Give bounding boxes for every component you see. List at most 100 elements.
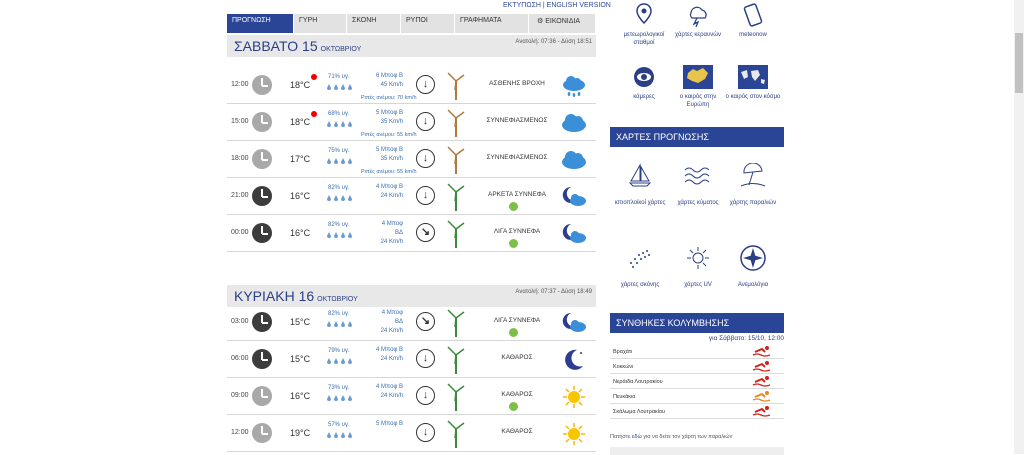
side-link[interactable]: κάμερες xyxy=(614,64,674,101)
beach-row[interactable]: Νεράιδα Λουτρακίου xyxy=(610,374,784,389)
beach-row[interactable]: Βραχάτι xyxy=(610,344,784,359)
clock-icon xyxy=(252,75,272,95)
tab-pollen[interactable]: ΓΥΡΗ xyxy=(294,14,347,33)
row-humidity: 82% υγ. xyxy=(328,311,350,317)
side-link[interactable]: χάρτες κεραυνών xyxy=(668,2,728,39)
wind-turbine-icon xyxy=(445,145,467,180)
humidity-drops-icon xyxy=(326,394,356,404)
side-link-label: κάμερες xyxy=(633,94,655,100)
clock-icon xyxy=(252,386,272,406)
wind-turbine-icon xyxy=(445,182,467,217)
clock-icon xyxy=(252,312,272,332)
row-description: ΚΑΘΑΡΟΣ xyxy=(501,391,533,398)
side-link-label: meteonow xyxy=(739,32,767,38)
forecast-row: 21:00 16°C 82% υγ. 4 Μποφ Β 24 Km/h ↓ ΑΡΚΕΤΑ Σ… xyxy=(227,179,596,215)
forecast-map-link[interactable]: χάρτες UV xyxy=(668,238,728,289)
side-link-label: ο καιρός στην Ευρώπη xyxy=(679,94,717,108)
row-wind: 5 Μποφ Β 35 Km/h xyxy=(373,109,403,127)
forecast-map-label: ιστιοπλοϊκοί χάρτες xyxy=(614,200,666,206)
side-link[interactable]: meteonow xyxy=(723,2,783,39)
temperature-alert-dot xyxy=(311,74,317,80)
info-badge-icon[interactable] xyxy=(509,402,518,411)
wind-gusts: Ριπές ανέμου: 70 km/h xyxy=(361,95,417,101)
row-wind: 4 Μποφ ΒΔ 24 Km/h xyxy=(373,309,403,336)
side-link[interactable]: μετεωρολογικοί σταθμοί xyxy=(614,2,674,47)
tab-pollutants[interactable]: ΡΥΠΟΙ xyxy=(401,14,455,33)
tab-icons-label: ΕΙΚΟΝΙΔΙΑ xyxy=(545,18,581,25)
beach-map-link[interactable]: εδώ xyxy=(631,434,642,440)
forecast-map-link[interactable]: χάρτες σκόνης xyxy=(610,238,670,289)
clock-icon xyxy=(252,223,272,243)
info-badge-icon[interactable] xyxy=(509,202,518,211)
forecast-row: 00:00 16°C 82% υγ. 4 Μποφ ΒΔ 24 Km/h ↘ ΛΙΓΑ ΣΥ… xyxy=(227,216,596,252)
forecast-map-link[interactable]: χάρτες κύματος xyxy=(668,156,728,207)
day-name: ΚΥΡΙΑΚΗ 16 xyxy=(234,288,315,304)
day-name: ΣΑΒΒΑΤΟ 15 xyxy=(234,38,318,54)
forecast-map-link[interactable]: χάρτης παραλιών xyxy=(723,156,783,207)
info-badge-icon[interactable] xyxy=(509,328,518,337)
compass-icon xyxy=(723,238,783,278)
tab-dust[interactable]: ΣΚΟΝΗ xyxy=(347,14,401,33)
wind-gusts: Ριπές ανέμου: 55 km/h xyxy=(361,169,417,175)
clock-icon xyxy=(252,423,272,443)
row-temperature: 16°C xyxy=(290,391,311,401)
tab-forecast[interactable]: ΠΡΟΓΝΩΣΗ xyxy=(227,14,294,33)
cloud-icon xyxy=(561,148,587,172)
row-time: 18:00 xyxy=(231,155,249,162)
forecast-map-link[interactable]: Ανεμολόγια xyxy=(723,238,783,289)
wind-gusts: Ριπές ανέμου: 55 km/h xyxy=(361,132,417,138)
day-header: ΚΥΡΙΑΚΗ 16 ΟΚΤΩΒΡΙΟΥ Ανατολή: 07:37 - Δύσ… xyxy=(227,285,596,307)
print-link[interactable]: ΕΚΤΥΠΩΣΗ xyxy=(503,2,541,9)
day-month: ΟΚΤΩΒΡΙΟΥ xyxy=(320,46,362,53)
day-month: ΟΚΤΩΒΡΙΟΥ xyxy=(317,296,358,303)
page-scrollbar[interactable] xyxy=(1014,0,1024,454)
tab-icons[interactable]: ⚙ ΕΙΚΟΝΙΔΙΑ xyxy=(529,14,596,33)
beach-note-pre: Πατήστε xyxy=(610,434,632,440)
uv-icon xyxy=(668,238,728,278)
swimming-title: ΣΥΝΘΗΚΕΣ ΚΟΛΥΜΒΗΣΗΣ xyxy=(610,313,784,333)
forecast-row: 09:00 16°C 73% υγ. 4 Μποφ Β 24 Km/h ↓ ΚΑΘΑΡΟΣ xyxy=(227,379,596,415)
clock-icon xyxy=(252,112,272,132)
tab-graphs[interactable]: ΓΡΑΦΗΜΑΤΑ xyxy=(455,14,529,33)
beach-name: Βραχάτι xyxy=(613,349,633,355)
sunrise-sunset: Ανατολή: 07:37 - Δύση 18:49 xyxy=(515,289,592,295)
day-header: ΣΑΒΒΑΤΟ 15 ΟΚΤΩΒΡΙΟΥ Ανατολή: 07:36 - Δύσ… xyxy=(227,35,596,57)
row-description: ΛΙΓΑ ΣΥΝΝΕΦΑ xyxy=(493,317,541,324)
side-link[interactable]: ο καιρός στον κόσμο xyxy=(723,64,783,101)
english-version-link[interactable]: ENGLISH VERSION xyxy=(546,2,611,9)
row-wind: 5 Μποφ Β 35 Km/h xyxy=(373,146,403,164)
humidity-drops-icon xyxy=(326,431,356,441)
wind-turbine-icon xyxy=(445,345,467,380)
row-temperature: 17°C xyxy=(290,154,311,164)
row-humidity: 71% υγ. xyxy=(328,74,350,80)
gear-icon: ⚙ xyxy=(537,18,546,25)
forecast-map-link[interactable]: ιστιοπλοϊκοί χάρτες xyxy=(610,156,670,207)
wind-direction-icon: ↓ xyxy=(416,149,435,168)
forecast-row: 12:00 19°C 57% υγ. 5 Μποφ Β ↓ ΚΑΘΑΡΟΣ xyxy=(227,416,596,452)
forecast-map-label: χάρτες UV xyxy=(684,282,712,288)
row-humidity: 73% υγ. xyxy=(328,385,350,391)
swimmer-icon xyxy=(752,405,772,420)
forecast-map-label: χάρτες σκόνης xyxy=(620,282,660,288)
side-link-label: ο καιρός στον κόσμο xyxy=(725,94,781,100)
row-wind: 4 Μποφ Β 24 Km/h xyxy=(373,383,403,401)
beach-row[interactable]: Κοκκώνι xyxy=(610,359,784,374)
beach-list: Βραχάτι Κοκκώνι Νεράιδα Λουτρακίου Πευκάκια… xyxy=(610,344,784,419)
row-time: 03:00 xyxy=(231,318,249,325)
moon-cloud-icon xyxy=(561,311,587,335)
wind-turbine-icon xyxy=(445,419,467,454)
row-temperature: 15°C xyxy=(290,317,311,327)
side-link[interactable]: ο καιρός στην Ευρώπη xyxy=(668,64,728,109)
info-badge-icon[interactable] xyxy=(509,239,518,248)
beach-row[interactable]: Σκάλωμα Λουτρακίου xyxy=(610,404,784,419)
humidity-drops-icon xyxy=(326,157,356,167)
forecast-map-label: χάρτης παραλιών xyxy=(729,200,777,206)
row-temperature: 18°C xyxy=(290,117,311,127)
wind-beaufort: 5 Μποφ Β xyxy=(376,421,403,427)
scrollbar-thumb[interactable] xyxy=(1015,33,1023,93)
next-panel xyxy=(610,447,784,455)
row-description: ΚΑΘΑΡΟΣ xyxy=(501,354,533,361)
row-time: 12:00 xyxy=(231,429,249,436)
row-temperature: 19°C xyxy=(290,428,311,438)
beach-row[interactable]: Πευκάκια xyxy=(610,389,784,404)
